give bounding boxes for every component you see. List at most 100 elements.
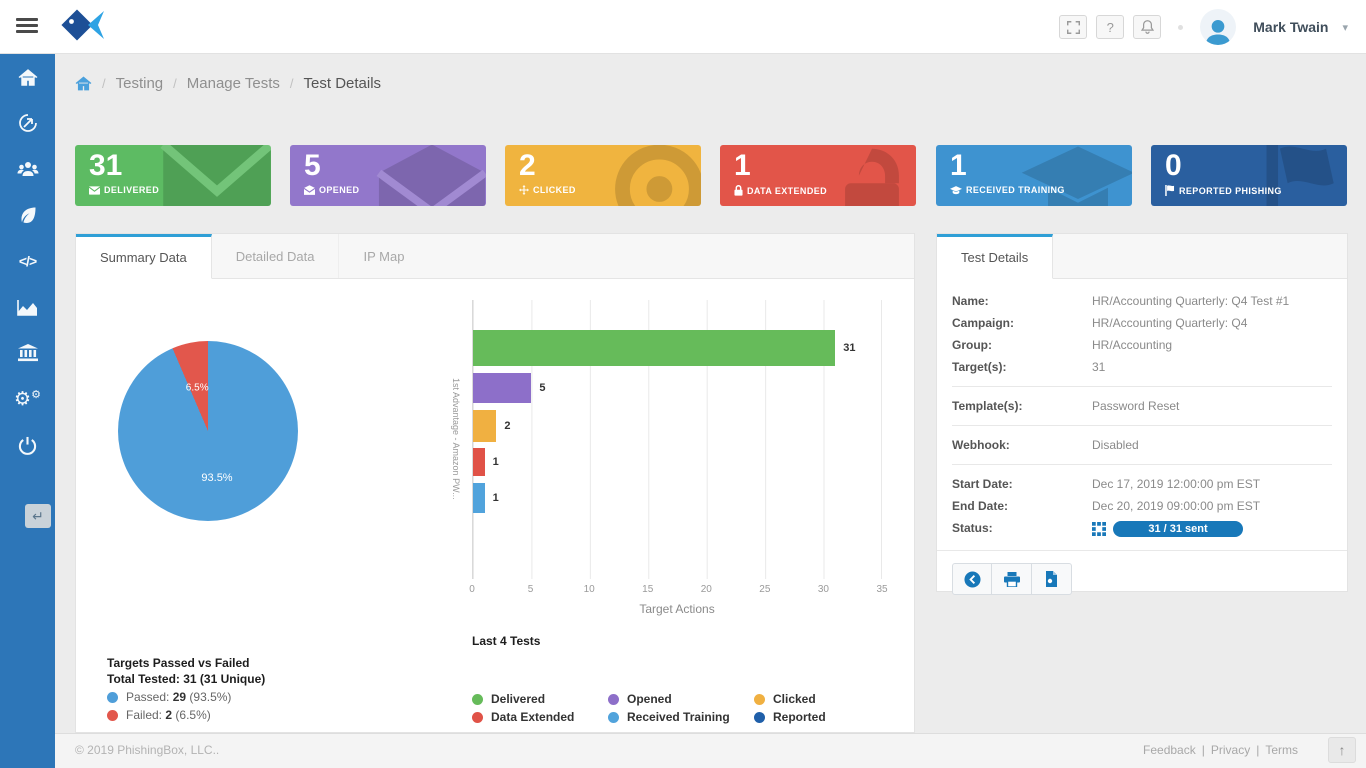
bar-chart-x-axis-label: Target Actions bbox=[639, 602, 715, 616]
stat-card-clicked[interactable]: 2 CLICKED bbox=[505, 145, 701, 206]
privacy-link[interactable]: Privacy bbox=[1210, 743, 1251, 757]
tab-summary-data[interactable]: Summary Data bbox=[76, 234, 212, 279]
sidebar-item-reports[interactable] bbox=[0, 284, 55, 330]
feedback-link[interactable]: Feedback bbox=[1143, 743, 1196, 757]
legend-item-reported: Reported bbox=[754, 708, 884, 726]
tab-ip-map[interactable]: IP Map bbox=[363, 248, 405, 264]
breadcrumb-testing[interactable]: Testing bbox=[115, 75, 164, 92]
breadcrumb: / Testing / Manage Tests / Test Details bbox=[75, 75, 381, 92]
stat-value: 2 bbox=[519, 149, 536, 182]
print-button[interactable] bbox=[992, 563, 1032, 595]
detail-row-webhook: Webhook: Disabled bbox=[952, 438, 1139, 452]
back-icon bbox=[963, 570, 981, 588]
menu-toggle-icon[interactable] bbox=[16, 18, 38, 36]
bell-icon bbox=[1140, 20, 1154, 34]
bar-clicked bbox=[473, 410, 497, 442]
stat-card-opened[interactable]: 5 OPENED bbox=[290, 145, 486, 206]
envelope-open-bg-icon bbox=[372, 145, 486, 206]
sidebar-item-groups[interactable] bbox=[0, 146, 55, 192]
stat-value: 31 bbox=[89, 149, 123, 182]
grid-icon[interactable] bbox=[1092, 521, 1106, 536]
chevron-down-icon: ▾ bbox=[1342, 21, 1348, 34]
pdf-icon bbox=[1046, 571, 1057, 587]
sidebar-item-home[interactable] bbox=[0, 54, 55, 100]
bar-opened bbox=[473, 373, 532, 403]
unlock-bg-icon bbox=[822, 145, 916, 206]
sidebar-item-templates[interactable] bbox=[0, 192, 55, 238]
bar-chart-y-axis-label: 1st Advantage - Amazon PW... bbox=[451, 378, 461, 500]
detail-row-name: Name: HR/Accounting Quarterly: Q4 Test #1 bbox=[952, 294, 1290, 308]
back-button[interactable] bbox=[952, 563, 992, 595]
summary-panel: Summary Data Detailed Data IP Map 6.5% 9… bbox=[75, 233, 915, 733]
details-tabbar: Test Details bbox=[937, 234, 1347, 279]
pie-label-failed: 6.5% bbox=[185, 382, 209, 394]
breadcrumb-home-icon[interactable] bbox=[75, 76, 92, 91]
status-badge: 31 / 31 sent bbox=[1113, 520, 1243, 537]
power-icon bbox=[18, 436, 37, 455]
stat-card-delivered[interactable]: 31 DELIVERED bbox=[75, 145, 271, 206]
scroll-top-button[interactable]: ↑ bbox=[1328, 737, 1356, 763]
last-tests-title: Last 4 Tests bbox=[472, 634, 541, 648]
sidebar-item-phishing[interactable] bbox=[0, 100, 55, 146]
pie-label-passed: 93.5% bbox=[201, 471, 233, 484]
sidebar-item-logout[interactable] bbox=[0, 422, 55, 468]
settings-gears-icon: ⚙⚙ bbox=[14, 388, 41, 410]
sidebar-collapse-button[interactable]: ↵ bbox=[25, 504, 51, 528]
sidebar-item-settings[interactable]: ⚙⚙ bbox=[0, 376, 55, 422]
legend-item-delivered: Delivered bbox=[472, 690, 608, 708]
pie-chart: 6.5% 93.5% bbox=[118, 341, 298, 521]
stat-card-reported-phishing[interactable]: 0 REPORTED PHISHING bbox=[1151, 145, 1347, 206]
graduation-bg-icon bbox=[1018, 145, 1132, 206]
graduation-cap-icon bbox=[950, 185, 962, 194]
sidebar-item-education[interactable] bbox=[0, 330, 55, 376]
user-menu[interactable]: Mark Twain bbox=[1253, 19, 1329, 35]
breadcrumb-current: Test Details bbox=[303, 75, 382, 92]
app-header: ? Mark Twain ▾ bbox=[0, 0, 1366, 54]
legend-item-passed: Passed: 29 (93.5%) bbox=[107, 690, 231, 704]
stat-value: 0 bbox=[1165, 149, 1182, 182]
header-divider-dot bbox=[1178, 24, 1184, 30]
sidebar-item-code[interactable]: </> bbox=[0, 238, 55, 284]
code-icon: </> bbox=[18, 253, 37, 269]
fullscreen-button[interactable] bbox=[1059, 15, 1088, 39]
arrow-up-icon: ↑ bbox=[1338, 742, 1346, 758]
legend-item-data-extended: Data Extended bbox=[472, 708, 608, 726]
sidebar: </> ⚙⚙ ↵ bbox=[0, 54, 55, 768]
target-bg-icon bbox=[597, 145, 701, 206]
pie-title: Targets Passed vs Failed Total Tested: 3… bbox=[107, 656, 266, 686]
stat-value: 1 bbox=[950, 149, 967, 182]
detail-row-end-date: End Date: Dec 20, 2019 09:00:00 pm EST bbox=[952, 499, 1261, 513]
help-button[interactable]: ? bbox=[1096, 15, 1125, 39]
notifications-button[interactable] bbox=[1133, 15, 1162, 39]
stat-label: RECEIVED TRAINING bbox=[966, 185, 1065, 195]
terms-link[interactable]: Terms bbox=[1265, 743, 1298, 757]
footer: © 2019 PhishingBox, LLC.. Feedback | Pri… bbox=[55, 733, 1366, 768]
avatar[interactable] bbox=[1200, 9, 1237, 45]
bar-received-training bbox=[473, 483, 485, 513]
detail-row-templates: Template(s): Password Reset bbox=[952, 399, 1180, 413]
detail-row-start-date: Start Date: Dec 17, 2019 12:00:00 pm EST bbox=[952, 477, 1261, 491]
reports-chart-icon bbox=[17, 299, 37, 316]
tab-detailed-data[interactable]: Detailed Data bbox=[212, 234, 340, 278]
summary-tabbar: Summary Data Detailed Data IP Map bbox=[76, 234, 914, 279]
tab-test-details[interactable]: Test Details bbox=[937, 234, 1054, 279]
details-actions bbox=[937, 550, 1347, 607]
help-icon: ? bbox=[1106, 19, 1114, 35]
stat-card-data-extended[interactable]: 1 DATA EXTENDED bbox=[720, 145, 916, 206]
stat-label: OPENED bbox=[319, 185, 360, 195]
legend-item-clicked: Clicked bbox=[754, 690, 884, 708]
stat-label: REPORTED PHISHING bbox=[1179, 185, 1282, 196]
envelope-bg-icon bbox=[157, 145, 271, 206]
stat-value: 5 bbox=[304, 149, 321, 182]
export-pdf-button[interactable] bbox=[1032, 563, 1072, 595]
stat-value: 1 bbox=[734, 149, 751, 182]
user-icon bbox=[1206, 19, 1231, 45]
breadcrumb-manage-tests[interactable]: Manage Tests bbox=[186, 75, 280, 92]
phishingbox-logo[interactable] bbox=[60, 8, 116, 51]
stat-card-received-training[interactable]: 1 RECEIVED TRAINING bbox=[936, 145, 1132, 206]
pie-legend: Passed: 29 (93.5%) Failed: 2 (6.5%) bbox=[107, 690, 231, 726]
fullscreen-icon bbox=[1066, 20, 1080, 34]
leaf-icon bbox=[21, 207, 35, 223]
footer-links: Feedback | Privacy | Terms bbox=[1143, 743, 1298, 757]
legend-item-opened: Opened bbox=[608, 690, 754, 708]
